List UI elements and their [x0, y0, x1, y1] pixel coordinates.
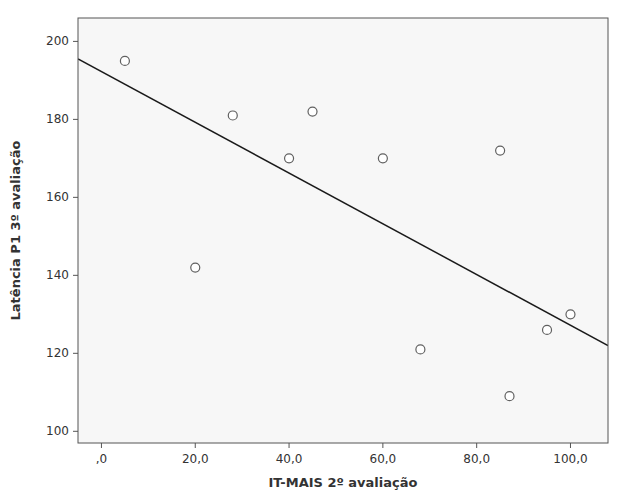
tick-label: 200: [46, 34, 69, 48]
tick-mark: [570, 443, 571, 448]
scatter-point: [496, 146, 505, 155]
axes: ,0 20,0 40,0 60,0 80,0 100,0 100 120 140 160 180 20…: [46, 34, 588, 466]
scatter-point: [505, 392, 514, 401]
tick-mark: [101, 443, 102, 448]
plot-area: [78, 18, 608, 443]
tick-mark: [73, 275, 78, 276]
tick-mark: [73, 119, 78, 120]
plot-frame: [78, 18, 608, 443]
tick-label: 100: [46, 424, 69, 438]
scatter-point: [566, 310, 575, 319]
tick-label: 80,0: [463, 452, 490, 466]
tick-mark: [476, 443, 477, 448]
tick-label: 140: [46, 268, 69, 282]
scatter-point: [285, 154, 294, 163]
tick-label: ,0: [96, 452, 107, 466]
tick-mark: [289, 443, 290, 448]
tick-mark: [73, 353, 78, 354]
tick-mark: [73, 41, 78, 42]
scatter-point: [416, 345, 425, 354]
regression-line: [78, 59, 608, 346]
tick-mark: [382, 443, 383, 448]
scatter-point: [191, 263, 200, 272]
tick-label: 160: [46, 190, 69, 204]
tick-mark: [73, 197, 78, 198]
scatter-point: [228, 111, 237, 120]
tick-label: 40,0: [276, 452, 303, 466]
tick-label: 100,0: [553, 452, 587, 466]
scatter-point: [543, 325, 552, 334]
tick-label: 20,0: [182, 452, 209, 466]
scatter-point: [120, 56, 129, 65]
y-axis-label: Latência P1 3º avaliação: [8, 140, 23, 320]
scatter-point: [308, 107, 317, 116]
chart: ,0 20,0 40,0 60,0 80,0 100,0 100 120 140 160 180 20…: [0, 0, 626, 501]
tick-label: 180: [46, 112, 69, 126]
tick-mark: [195, 443, 196, 448]
x-axis-label: IT-MAIS 2º avaliação: [269, 475, 418, 490]
tick-label: 120: [46, 346, 69, 360]
scatter-point: [378, 154, 387, 163]
data: [78, 56, 608, 400]
tick-mark: [73, 431, 78, 432]
tick-label: 60,0: [370, 452, 397, 466]
